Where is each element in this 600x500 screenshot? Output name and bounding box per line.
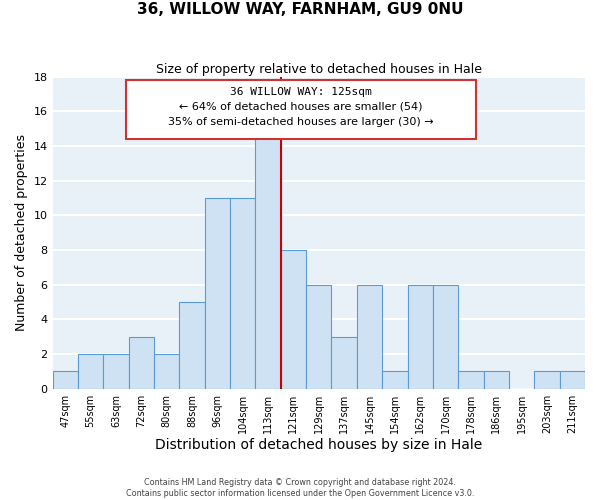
Title: Size of property relative to detached houses in Hale: Size of property relative to detached ho… [156, 62, 482, 76]
Bar [357, 285, 382, 389]
Bar [128, 337, 154, 389]
Bar [484, 372, 509, 389]
Bar [331, 337, 357, 389]
Bar [382, 372, 407, 389]
Bar [179, 302, 205, 389]
Text: Contains HM Land Registry data © Crown copyright and database right 2024.
Contai: Contains HM Land Registry data © Crown c… [126, 478, 474, 498]
Bar [154, 354, 179, 389]
X-axis label: Distribution of detached houses by size in Hale: Distribution of detached houses by size … [155, 438, 482, 452]
Bar [306, 285, 331, 389]
Bar [53, 372, 78, 389]
Bar [256, 128, 281, 389]
Bar [281, 250, 306, 389]
Bar [433, 285, 458, 389]
Text: 35% of semi-detached houses are larger (30) →: 35% of semi-detached houses are larger (… [168, 118, 434, 128]
Bar [407, 285, 433, 389]
Bar [534, 372, 560, 389]
Bar [205, 198, 230, 389]
Bar [230, 198, 256, 389]
Text: 36, WILLOW WAY, FARNHAM, GU9 0NU: 36, WILLOW WAY, FARNHAM, GU9 0NU [137, 2, 463, 18]
Bar [458, 372, 484, 389]
Bar [78, 354, 103, 389]
Text: ← 64% of detached houses are smaller (54): ← 64% of detached houses are smaller (54… [179, 102, 423, 112]
Bar [560, 372, 585, 389]
FancyBboxPatch shape [126, 80, 476, 139]
Y-axis label: Number of detached properties: Number of detached properties [15, 134, 28, 331]
Text: 36 WILLOW WAY: 125sqm: 36 WILLOW WAY: 125sqm [230, 87, 372, 97]
Bar [103, 354, 128, 389]
